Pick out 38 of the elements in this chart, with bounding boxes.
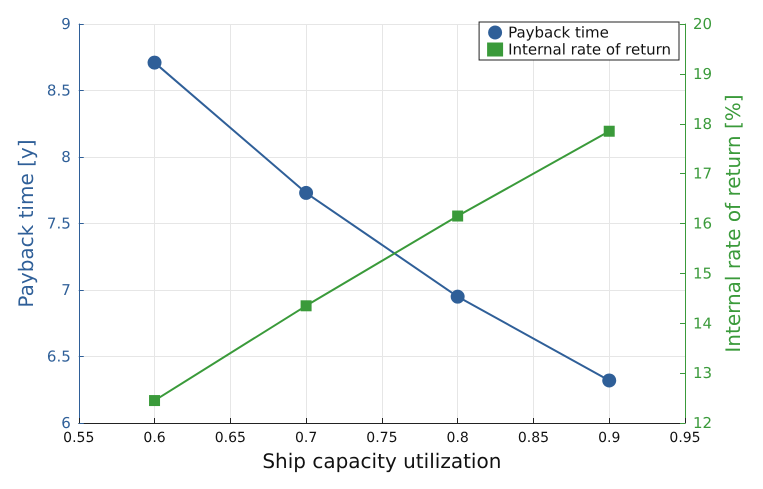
legend-label: Payback time	[508, 24, 609, 42]
x-tick-label: 0.7	[294, 430, 318, 446]
point	[299, 186, 314, 200]
x-tick-label: 0.65	[214, 430, 246, 446]
x-tick-label: 0.8	[446, 430, 469, 446]
x-tick-label: 0.6	[143, 430, 166, 446]
y-tick-label: 8	[61, 148, 71, 166]
legend-label: Internal rate of return	[508, 40, 671, 58]
y2-tick-label: 13	[693, 364, 712, 382]
y2-tick-label: 12	[693, 414, 712, 432]
x-tick-label: 0.95	[669, 430, 701, 446]
x-tick-label: 0.75	[366, 430, 398, 446]
y2-tick-label: 19	[693, 64, 712, 83]
y-tick-label: 7	[61, 281, 71, 299]
y2-axis-title: Internal rate of return [%]	[721, 94, 745, 353]
x-tick-label: 0.85	[518, 430, 550, 446]
y2-tick-label: 14	[693, 314, 712, 332]
y-axis-title: Payback time [y]	[14, 139, 38, 308]
y2-tick-label: 16	[693, 214, 712, 232]
point	[452, 210, 464, 222]
x-tick-label: 0.55	[63, 430, 94, 446]
point	[149, 395, 160, 406]
y-tick-label: 8.5	[46, 82, 71, 100]
y-tick-label: 9	[61, 15, 71, 33]
y2-tick-label: 17	[693, 164, 712, 183]
point	[300, 300, 312, 312]
y-tick-label: 6.5	[46, 348, 71, 366]
y2-tick-label: 20	[693, 15, 712, 33]
point	[450, 290, 465, 304]
point	[604, 126, 615, 137]
y-tick-label: 7.5	[46, 214, 71, 232]
y-tick-label: 6	[61, 414, 71, 432]
y2-tick-label: 15	[693, 264, 712, 282]
point	[148, 56, 162, 70]
y2-tick-label: 18	[693, 114, 712, 133]
x-tick-label: 0.9	[598, 430, 620, 446]
x-axis-title: Ship capacity utilization	[262, 449, 502, 473]
point	[602, 373, 616, 388]
